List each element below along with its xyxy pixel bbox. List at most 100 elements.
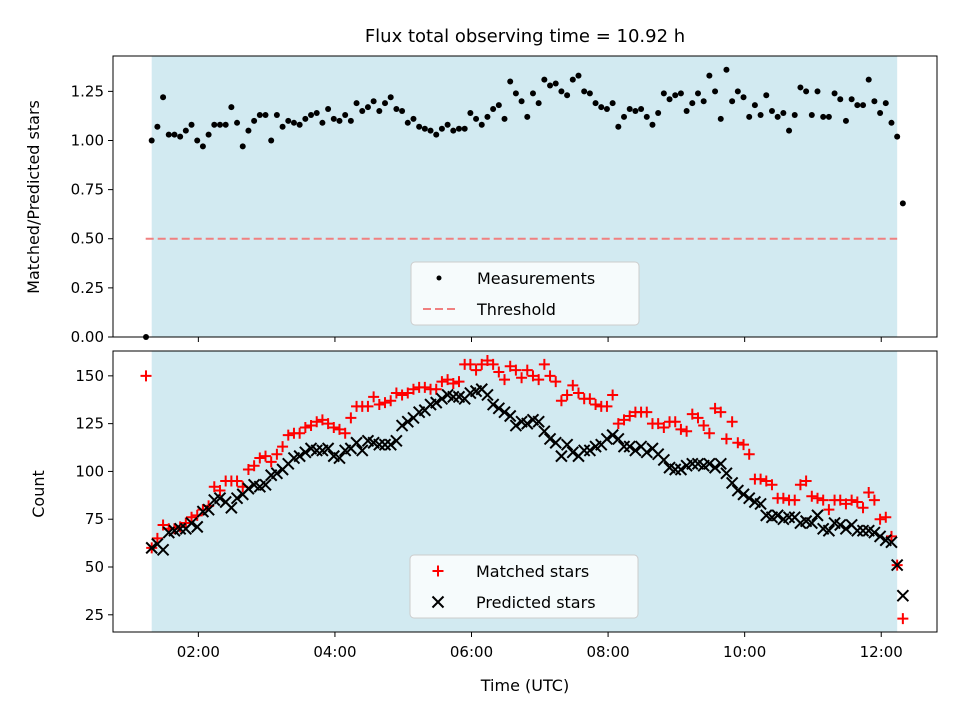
measurement-point bbox=[313, 109, 320, 116]
predicted-star-point bbox=[708, 461, 722, 474]
matched-star-point bbox=[550, 376, 562, 388]
predicted-star-point bbox=[782, 511, 796, 524]
measurement-point bbox=[177, 133, 184, 140]
y-tick-label: 0.00 bbox=[71, 328, 104, 346]
matched-star-point bbox=[430, 383, 442, 395]
matched-star-point bbox=[305, 420, 317, 432]
predicted-star-point bbox=[885, 535, 898, 549]
measurement-point bbox=[848, 96, 855, 103]
measurement-point bbox=[404, 119, 411, 126]
measurement-point bbox=[888, 119, 895, 126]
matched-star-point bbox=[157, 519, 169, 531]
matched-star-point bbox=[738, 439, 750, 451]
matched-star-point bbox=[436, 376, 448, 388]
matched-star-point bbox=[265, 456, 277, 468]
x-tick-label: 08:00 bbox=[586, 643, 629, 661]
measurement-point bbox=[564, 92, 571, 99]
measurement-point bbox=[694, 90, 701, 97]
matched-star-point bbox=[339, 427, 351, 439]
measurement-point bbox=[507, 78, 514, 85]
predicted-star-point bbox=[720, 467, 733, 480]
legend-box bbox=[410, 261, 640, 326]
measurement-point bbox=[717, 115, 724, 122]
predicted-star-point bbox=[395, 419, 409, 432]
measurement-point bbox=[763, 92, 770, 99]
predicted-star-point bbox=[612, 432, 625, 446]
count-x-axis-label: Time (UTC) bbox=[480, 676, 569, 695]
measurement-point bbox=[768, 108, 775, 115]
measurement-point bbox=[256, 111, 263, 118]
measurement-point bbox=[279, 123, 286, 130]
matched-star-point bbox=[692, 412, 704, 424]
matched-star-point bbox=[874, 513, 886, 525]
matched-star-point bbox=[715, 406, 727, 418]
matched-star-point bbox=[669, 416, 681, 428]
measurement-point bbox=[524, 113, 531, 120]
ratio-legend: Measurements Threshold bbox=[410, 261, 640, 326]
measurement-point bbox=[319, 119, 326, 126]
matched-star-point bbox=[709, 402, 721, 414]
measurement-point bbox=[461, 125, 468, 132]
legend-label: Predicted stars bbox=[476, 593, 596, 612]
matched-star-point bbox=[789, 494, 801, 506]
measurement-point bbox=[712, 88, 719, 95]
matched-star-point bbox=[248, 460, 260, 472]
measurement-point bbox=[165, 131, 172, 138]
measurement-point bbox=[473, 115, 480, 122]
measurement-point bbox=[575, 72, 582, 79]
matched-star-point bbox=[811, 492, 823, 504]
y-tick-label: 1.25 bbox=[71, 82, 104, 100]
matched-star-point bbox=[419, 381, 431, 393]
measurement-point bbox=[797, 84, 804, 91]
matched-star-point bbox=[260, 450, 272, 462]
y-tick-label: 25 bbox=[85, 606, 104, 624]
ratio-x-axis bbox=[197, 337, 882, 342]
predicted-star-point bbox=[378, 438, 392, 451]
matched-star-point bbox=[402, 387, 414, 399]
measurement-point bbox=[353, 100, 360, 107]
matched-star-point bbox=[368, 391, 380, 403]
measurement-point bbox=[245, 127, 252, 134]
measurement-point bbox=[643, 113, 650, 120]
predicted-star-point bbox=[674, 463, 688, 476]
x-tick-label: 10:00 bbox=[723, 643, 766, 661]
matched-star-point bbox=[823, 504, 835, 516]
matched-star-point bbox=[857, 502, 869, 514]
matched-star-point bbox=[851, 496, 863, 508]
legend-marker-key bbox=[436, 275, 442, 281]
matched-star-point bbox=[720, 433, 732, 445]
matched-star-point bbox=[624, 410, 636, 422]
matched-star-point bbox=[214, 485, 226, 497]
predicted-star-point bbox=[498, 405, 511, 419]
predicted-star-point bbox=[743, 491, 756, 505]
measurement-point bbox=[484, 113, 491, 120]
predicted-star-point bbox=[486, 398, 500, 411]
count-axes-frame bbox=[112, 350, 938, 633]
predicted-star-point bbox=[811, 509, 824, 522]
measurement-point bbox=[655, 109, 662, 116]
measurement-point bbox=[734, 88, 741, 95]
matched-star-point bbox=[732, 437, 744, 449]
predicted-star-point bbox=[156, 543, 170, 557]
measurement-point bbox=[154, 123, 161, 130]
predicted-star-point bbox=[213, 491, 227, 505]
measurement-point bbox=[825, 113, 832, 120]
y-tick-label: 0.25 bbox=[71, 279, 104, 297]
predicted-star-point bbox=[555, 449, 568, 463]
predicted-star-point bbox=[173, 522, 187, 535]
matched-star-point bbox=[743, 448, 755, 460]
predicted-star-point bbox=[384, 438, 397, 451]
measurement-point bbox=[649, 121, 656, 128]
matched-star-point bbox=[527, 370, 539, 382]
predicted-star-point bbox=[856, 524, 870, 537]
x-tick-label: 06:00 bbox=[450, 643, 493, 661]
ratio-y-axis-label: Matched/Predicted stars bbox=[24, 100, 43, 294]
matched-star-point bbox=[311, 416, 323, 428]
matched-star-point bbox=[794, 479, 806, 491]
matched-star-point bbox=[755, 473, 767, 485]
measurement-point bbox=[387, 94, 394, 101]
measurement-point bbox=[757, 111, 764, 118]
matched-star-point bbox=[834, 494, 846, 506]
measurement-point bbox=[780, 109, 787, 116]
predicted-star-point bbox=[447, 390, 460, 404]
